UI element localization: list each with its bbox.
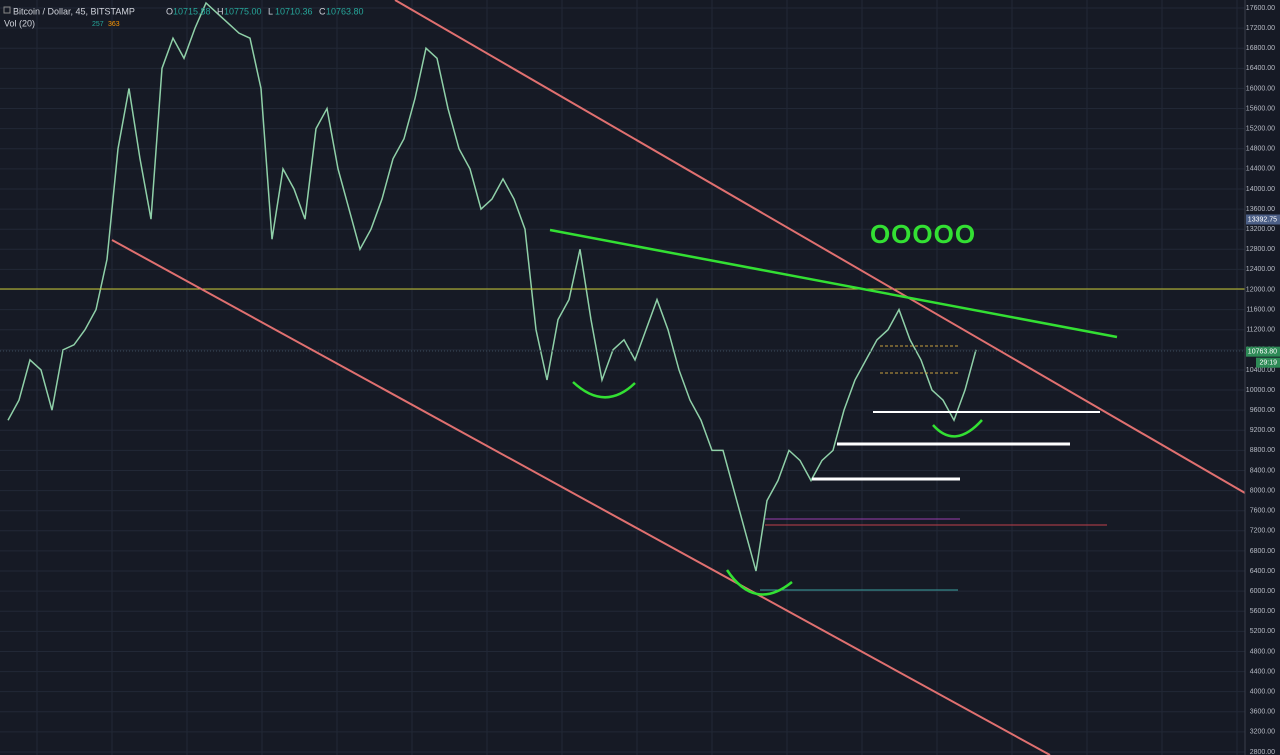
y-tick-label: 6000.00	[1250, 588, 1275, 595]
indicator-name: Vol (20)	[4, 18, 35, 28]
y-tick-label: 14400.00	[1246, 166, 1275, 173]
pattern-arc	[725, 569, 793, 596]
plot	[7, 1, 977, 572]
y-tick-label: 13600.00	[1246, 206, 1275, 213]
green-trendline	[549, 228, 1118, 339]
y-tick-label: 13200.00	[1246, 226, 1275, 233]
ohlc-value: 10775.00	[224, 6, 262, 16]
ohlc-value: 10715.88	[173, 6, 211, 16]
y-tick-label: 4400.00	[1250, 668, 1275, 675]
y-tick-label: 3600.00	[1250, 709, 1275, 716]
y-tick-label: 17600.00	[1246, 5, 1275, 12]
price-tag	[1246, 346, 1280, 357]
channel-lower	[111, 239, 1051, 755]
y-tick-label: 9600.00	[1250, 407, 1275, 414]
ohlc-key: O	[166, 6, 173, 16]
ohlc-key: C	[319, 6, 326, 16]
y-tick-label: 8000.00	[1250, 487, 1275, 494]
pattern-arc	[572, 381, 636, 399]
price-line	[7, 1, 977, 572]
ohlc-value: 10763.80	[326, 6, 364, 16]
volume-value: 257	[92, 21, 104, 28]
y-tick-label: 16000.00	[1246, 85, 1275, 92]
y-tick-label: 3200.00	[1250, 729, 1275, 736]
y-tick-label: 14800.00	[1246, 146, 1275, 153]
y-tick-label: 4800.00	[1250, 648, 1275, 655]
ohlc-key: H	[217, 6, 224, 16]
y-tick-label: 8800.00	[1250, 447, 1275, 454]
price-tag-label: 13392.75	[1248, 216, 1277, 223]
y-tick-label: 12400.00	[1246, 266, 1275, 273]
y-tick-label: 5600.00	[1250, 608, 1275, 615]
legend-header: Bitcoin / Dollar, 45, BITSTAMP Vol (20) …	[3, 6, 364, 28]
y-tick-label: 11200.00	[1246, 327, 1275, 334]
symbol-title: Bitcoin / Dollar, 45, BITSTAMP	[13, 6, 135, 16]
y-tick-label: 12000.00	[1246, 286, 1275, 293]
y-tick-label: 6800.00	[1250, 548, 1275, 555]
y-tick-label: 16400.00	[1246, 65, 1275, 72]
channel-upper	[394, 0, 1246, 494]
axis-labels: 2800.00 3200.00 3600.00 4000.00 4400.00 4800.…	[1246, 5, 1280, 755]
annotation: OOOOO	[870, 219, 976, 249]
volume-value: 363	[108, 21, 120, 28]
countdown-tag	[1256, 357, 1280, 368]
y-tick-label: 15200.00	[1246, 125, 1275, 132]
y-tick-label: 17200.00	[1246, 25, 1275, 32]
drawings	[0, 0, 1246, 755]
ohlc-value: 10710.36	[275, 6, 313, 16]
y-tick-label: 15600.00	[1246, 105, 1275, 112]
grid	[0, 0, 1245, 755]
y-tick-label: 5200.00	[1250, 628, 1275, 635]
y-tick-label: 16800.00	[1246, 45, 1275, 52]
y-tick-label: 14000.00	[1246, 186, 1275, 193]
ohlc-key: L	[268, 6, 273, 16]
y-tick-label: 11600.00	[1246, 306, 1275, 313]
countdown: 29:19	[1259, 360, 1277, 367]
y-tick-label: 9200.00	[1250, 427, 1275, 434]
pattern-arc	[932, 419, 983, 438]
y-tick-label: 2800.00	[1250, 749, 1275, 755]
price-tag	[1246, 214, 1280, 225]
y-tick-label: 7600.00	[1250, 508, 1275, 515]
price-tag-label: 10763.80	[1248, 349, 1277, 356]
y-tick-label: 10400.00	[1246, 367, 1275, 374]
price-axis	[1245, 0, 1280, 755]
y-tick-label: 6400.00	[1250, 568, 1275, 575]
y-tick-label: 10000.00	[1246, 387, 1275, 394]
collapse-icon[interactable]	[3, 6, 11, 14]
y-tick-label: 7200.00	[1250, 528, 1275, 535]
y-tick-label: 8400.00	[1250, 467, 1275, 474]
y-tick-label: 4000.00	[1250, 689, 1275, 696]
y-tick-label: 12800.00	[1246, 246, 1275, 253]
